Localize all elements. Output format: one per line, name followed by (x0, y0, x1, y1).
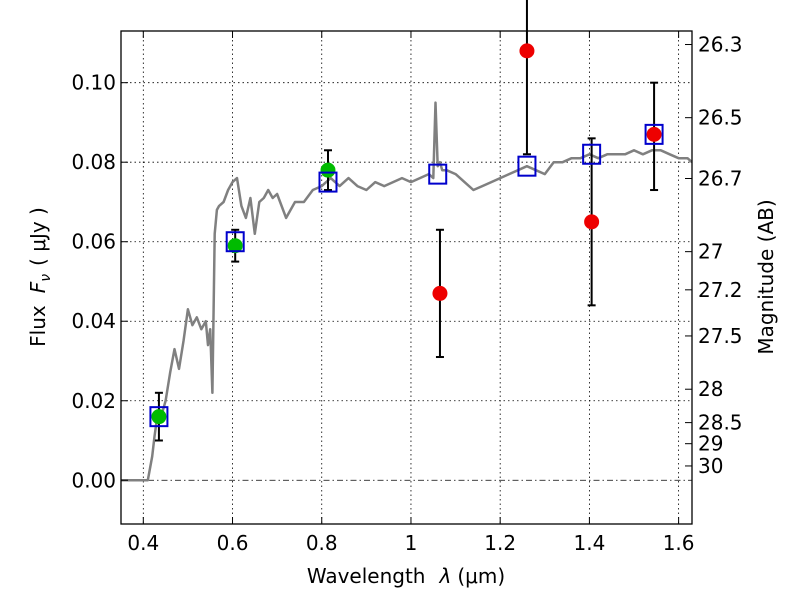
optical-data-point (320, 162, 336, 178)
x-tick-label: 0.4 (127, 531, 159, 555)
x-tick-label: 1.2 (484, 531, 516, 555)
magnitude-tick-label: 27.2 (698, 278, 743, 302)
near-infrared-data-point (584, 214, 600, 230)
magnitude-tick-label: 27.5 (698, 324, 743, 348)
y-tick-label: 0.08 (71, 150, 116, 174)
near-infrared-data-point (432, 285, 448, 301)
y-tick-label: 0.02 (71, 389, 116, 413)
model-photometry-square (225, 231, 245, 253)
model-photometry-square (428, 163, 448, 185)
magnitude-axis-title: Magnitude (AB) (754, 199, 778, 354)
y-tick-label: 0.04 (71, 309, 116, 333)
x-tick-label: 0.8 (306, 531, 338, 555)
model-spectrum-line (121, 101, 692, 482)
x-tick-label: 0.6 (217, 531, 249, 555)
data-layer (121, 101, 692, 482)
plot-background (121, 31, 692, 524)
magnitude-tick-label: 28.5 (698, 411, 743, 435)
data-overlay (149, 0, 664, 442)
optical-data-point (151, 409, 167, 425)
near-infrared-data-point (519, 43, 535, 59)
y-tick-label: 0.00 (71, 468, 116, 492)
magnitude-tick-label: 27 (698, 240, 723, 264)
model-photometry-square (644, 123, 664, 145)
plot-frame (120, 30, 693, 525)
magnitude-tick-label: 29 (698, 432, 723, 456)
magnitude-tick-label: 30 (698, 454, 723, 478)
model-photometry-square (517, 155, 537, 177)
y-tick-label: 0.10 (71, 71, 116, 95)
model-photometry-square (582, 143, 602, 165)
magnitude-tick-label: 28 (698, 377, 723, 401)
model-photometry-square (149, 406, 169, 428)
x-tick-label: 1 (405, 531, 418, 555)
magnitude-tick-label: 26.3 (698, 33, 743, 57)
y-tick-label: 0.06 (71, 230, 116, 254)
x-tick-label: 1.6 (663, 531, 695, 555)
y-axis-title: FluxFν( μJy ) (26, 207, 54, 347)
magnitude-tick-label: 26.7 (698, 167, 743, 191)
x-axis-title: Wavelength λ (μm) (307, 564, 505, 588)
grid (121, 31, 692, 524)
model-photometry-square (318, 171, 338, 193)
near-infrared-data-point (646, 126, 662, 142)
optical-data-point (227, 238, 243, 254)
magnitude-tick-label: 26.5 (698, 106, 743, 130)
x-tick-label: 1.4 (573, 531, 605, 555)
tick-marks (121, 31, 692, 524)
tick-labels: 0.4 0.6 0.8 1 1.2 1.4 1.6 0.00 0.02 0.04 0.06 0.08 0… (71, 33, 742, 555)
